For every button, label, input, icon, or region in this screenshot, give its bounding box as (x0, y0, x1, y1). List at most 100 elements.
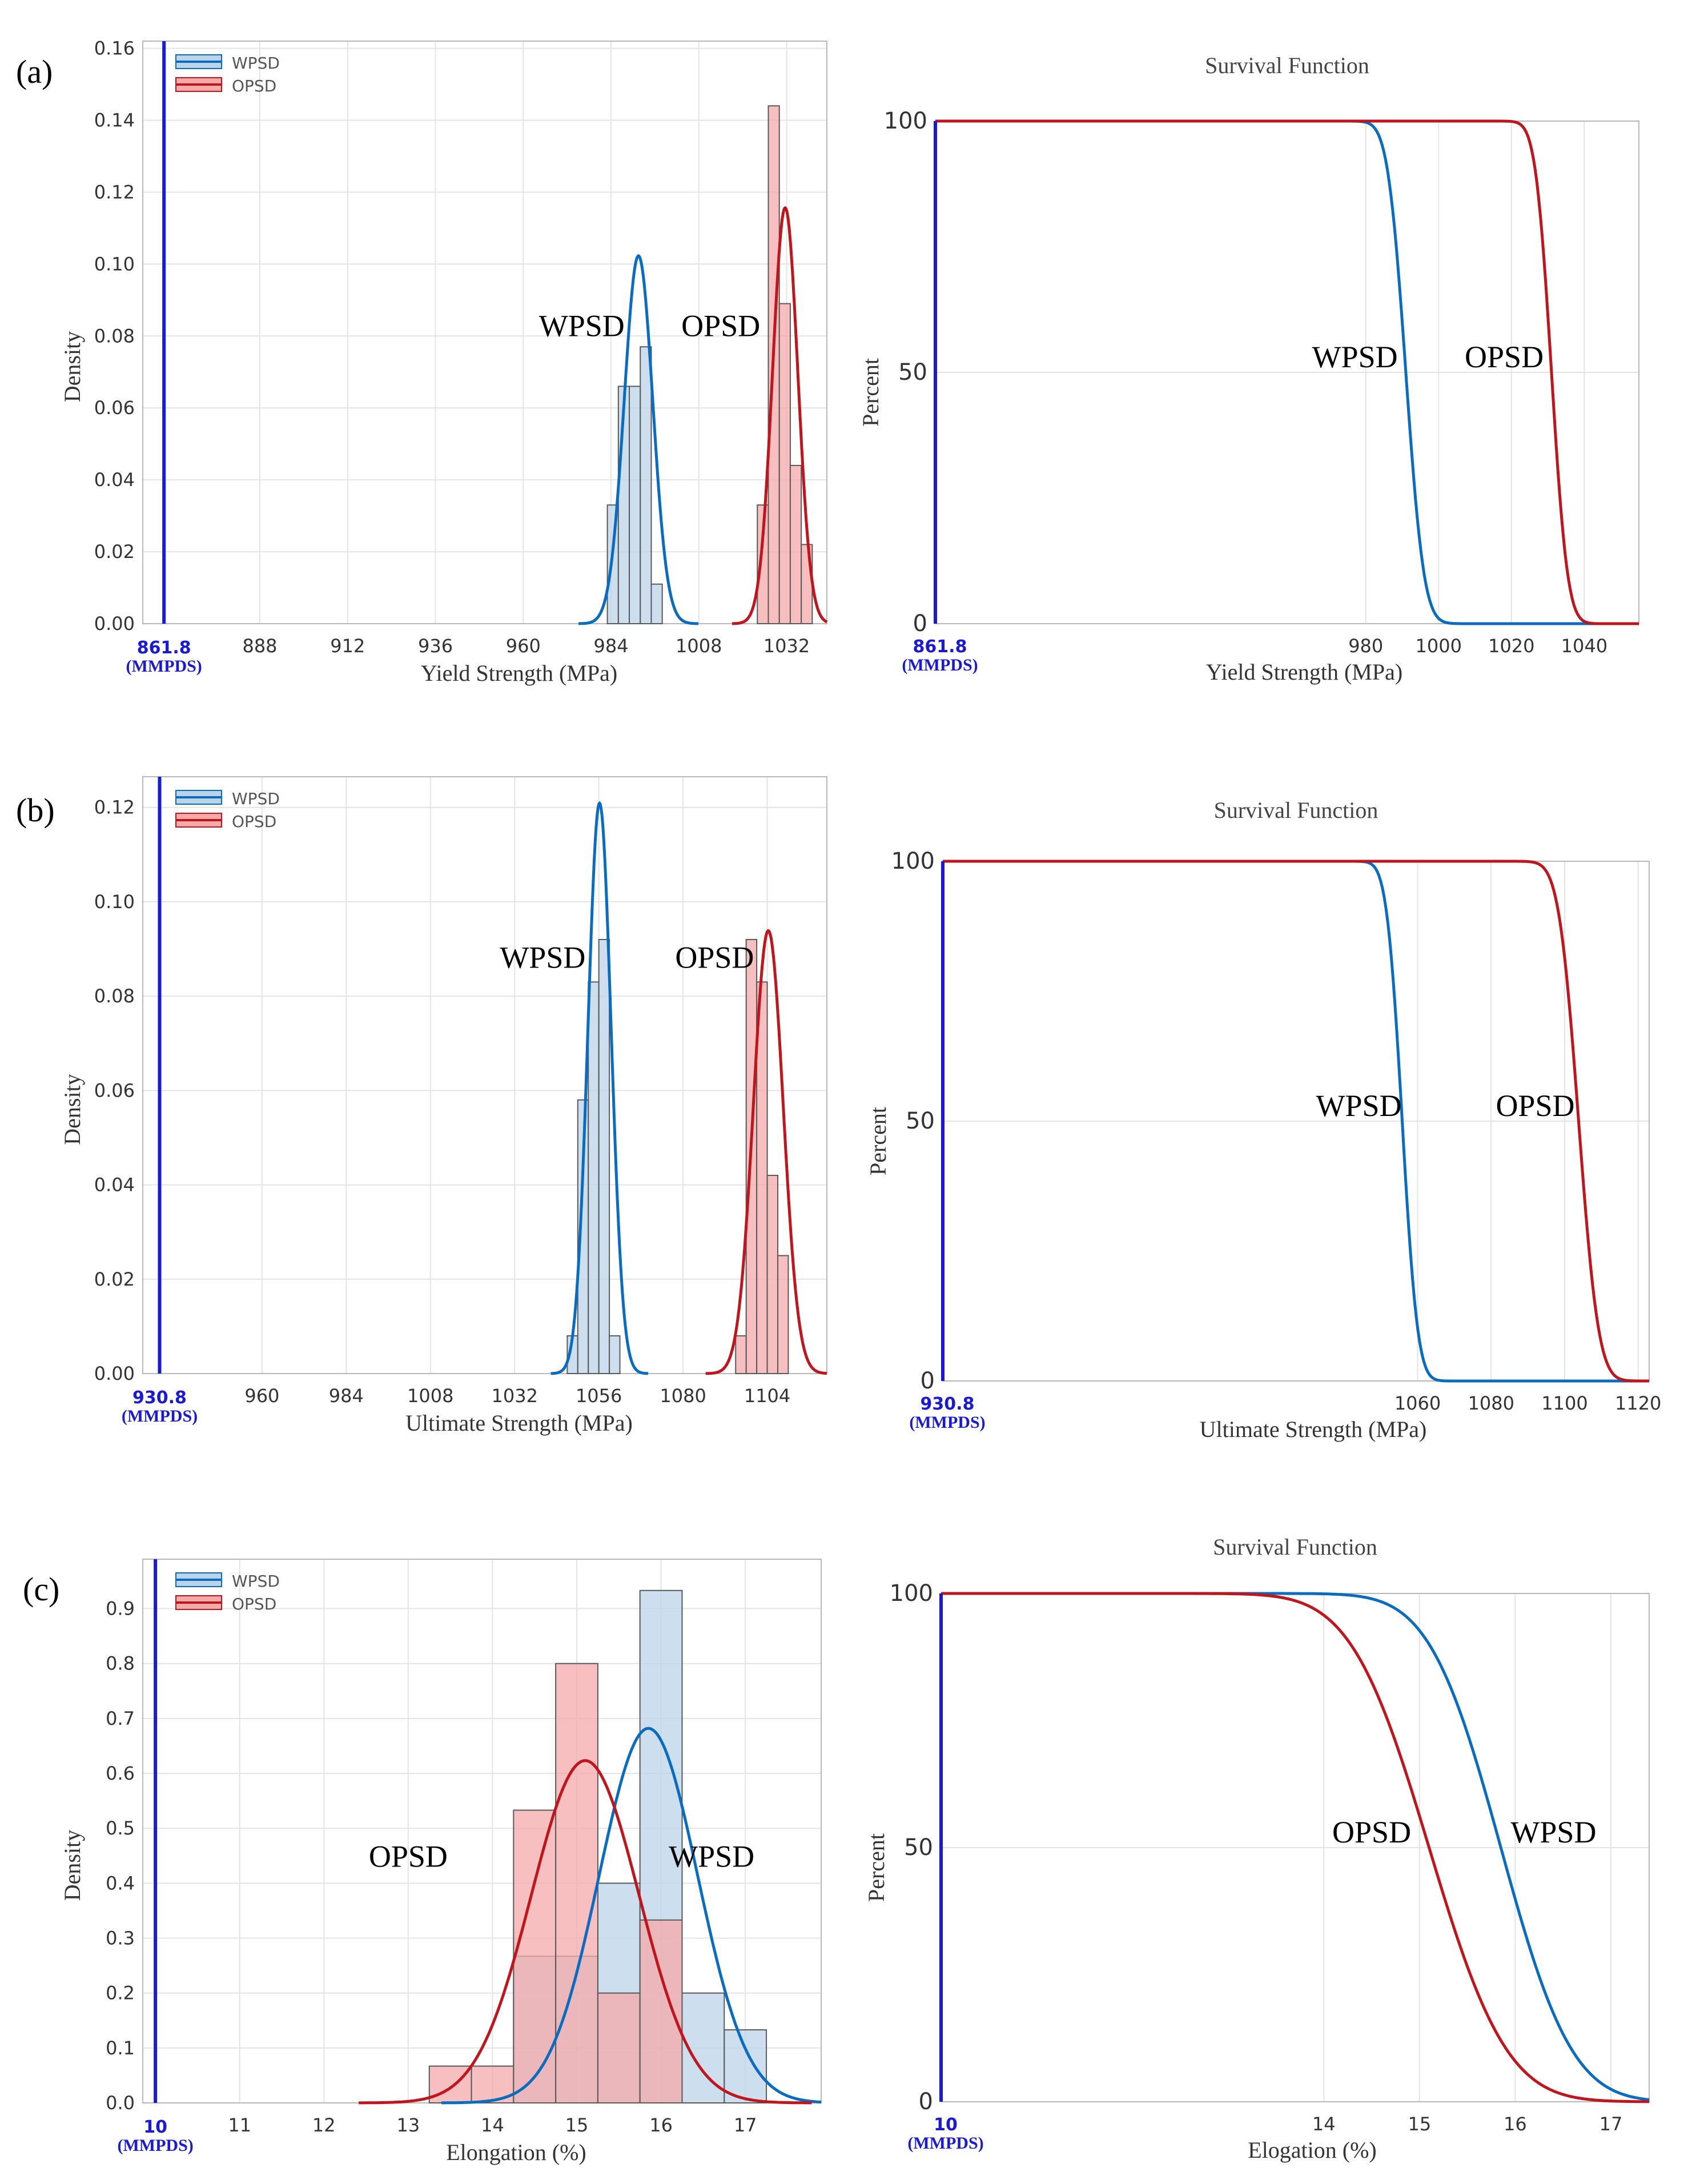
x-tick-label: 1080 (660, 1385, 706, 1407)
y-tick-label: 0.12 (94, 797, 135, 818)
histogram-bar-opsd (513, 1809, 557, 2103)
x-tick-label: 17 (734, 2114, 757, 2136)
density-curve-opsd (732, 206, 828, 625)
mmpds-sub-label: (MMPDS) (117, 2136, 193, 2155)
mmpds-value-label: 930.8 (921, 1394, 975, 1414)
x-tick-label: 1020 (1488, 635, 1534, 657)
y-tick-label: 0.06 (94, 397, 135, 419)
chart-title: Survival Function (1213, 1534, 1377, 1560)
histogram-bar-wpsd (609, 1335, 621, 1375)
y-tick-label: 0.10 (94, 253, 135, 275)
survival-curve-opsd (943, 860, 1649, 1383)
x-tick-label: 15 (565, 2114, 589, 2136)
mmpds-sub-label: (MMPDS) (907, 2134, 983, 2153)
y-tick-label: 0.14 (94, 110, 135, 131)
y-tick-label: 0.04 (94, 1174, 135, 1196)
y-tick-label: 0.8 (106, 1653, 135, 1675)
legend-label-opsd: OPSD (232, 812, 276, 831)
y-tick-label: 0.02 (94, 541, 135, 563)
mmpds-sub-label: (MMPDS) (122, 1407, 198, 1426)
plot-frame (142, 776, 827, 1374)
histogram-bar-wpsd (724, 2029, 767, 2103)
density-curve-opsd (359, 1759, 812, 2105)
x-tick-label: 1008 (676, 635, 722, 657)
x-tick-label: 1040 (1561, 635, 1607, 657)
legend-label-wpsd: WPSD (232, 54, 280, 73)
y-tick-label: 0.04 (94, 469, 135, 491)
histogram-bar-wpsd (629, 386, 641, 624)
x-tick-label: 14 (481, 2114, 504, 2136)
histogram-bar-opsd (639, 1919, 683, 2103)
density-chart: 10(MMPDS) 11 12 13 14 15 16 17 0.0 0.1 0.2 0.3 0.4 0.… (59, 1559, 822, 2165)
x-axis-label: Ultimate Strength (MPa) (1200, 1416, 1427, 1442)
series-annotation: OPSD (681, 308, 760, 343)
y-tick-label: 50 (898, 359, 927, 386)
y-tick-label: 100 (884, 108, 927, 134)
x-tick-label: 1032 (763, 635, 810, 657)
y-axis-label: Density (59, 331, 85, 402)
y-axis-label: Percent (858, 358, 883, 427)
chart-title: Survival Function (1214, 797, 1378, 823)
y-tick-label: 0.08 (94, 985, 135, 1007)
y-axis-label: Density (59, 1074, 85, 1145)
density-curve-wpsd (550, 801, 649, 1375)
y-tick-label: 0 (913, 611, 927, 637)
y-tick-label: 100 (891, 848, 935, 874)
histogram-bar-opsd (597, 1992, 641, 2103)
y-tick-label: 0.7 (106, 1708, 135, 1729)
plot-frame (142, 41, 827, 624)
y-tick-label: 0.00 (94, 613, 135, 635)
y-tick-label: 0.06 (94, 1079, 135, 1101)
density-chart: 930.8(MMPDS) 960 984 1008 1032 1056 1080 1104 0.… (59, 776, 827, 1436)
x-tick-label: 11 (228, 2114, 251, 2136)
series-annotation: OPSD (675, 941, 754, 975)
x-tick-label: 888 (242, 635, 277, 657)
y-tick-label: 0.9 (106, 1598, 135, 1620)
series-annotation: WPSD (500, 941, 585, 975)
x-tick-label: 984 (329, 1385, 364, 1407)
legend-label-opsd: OPSD (232, 77, 276, 95)
mmpds-value-label: 861.8 (137, 638, 191, 658)
histogram-bar-wpsd (598, 939, 610, 1374)
density-curve-wpsd (441, 1727, 822, 2105)
x-tick-label: 1008 (407, 1385, 453, 1407)
histogram-bar-opsd (428, 2065, 472, 2104)
y-tick-label: 0.00 (94, 1363, 135, 1384)
x-tick-label: 1000 (1416, 635, 1462, 657)
y-tick-label: 0.6 (106, 1763, 135, 1784)
y-axis-label: Density (59, 1830, 85, 1901)
panel-letter: (a) (16, 53, 53, 90)
chart-title: Survival Function (1205, 53, 1369, 78)
x-axis-label: Elogation (%) (1248, 2137, 1377, 2163)
y-tick-label: 0.16 (94, 38, 135, 59)
histogram-bar-wpsd (650, 583, 663, 624)
mmpds-sub-label: (MMPDS) (126, 657, 202, 676)
density-curve-wpsd (578, 254, 698, 625)
survival-chart: Survival Function 930.8(MMPDS) 1060 1080 110… (865, 797, 1661, 1442)
mmpds-value-label: 930.8 (132, 1388, 187, 1408)
y-tick-label: 0.4 (106, 1872, 135, 1894)
legend-label-wpsd: WPSD (232, 1572, 280, 1591)
x-tick-label: 17 (1599, 2113, 1623, 2135)
histogram-bar-opsd (735, 1335, 747, 1375)
series-annotation: WPSD (1312, 340, 1398, 374)
y-tick-label: 0 (921, 1368, 935, 1394)
panel-letter: (b) (16, 792, 55, 829)
y-tick-label: 0.08 (94, 325, 135, 347)
series-annotation: WPSD (539, 308, 625, 343)
y-tick-label: 50 (906, 1108, 935, 1134)
density-chart: 861.8(MMPDS) 888 912 936 960 984 1008 1032 0.00 0… (59, 38, 828, 686)
series-annotation: WPSD (1316, 1089, 1402, 1123)
x-tick-label: 1056 (576, 1385, 622, 1407)
x-tick-label: 12 (312, 2114, 336, 2136)
x-tick-label: 960 (506, 635, 541, 657)
y-tick-label: 0.02 (94, 1268, 135, 1290)
y-tick-label: 0.5 (106, 1817, 135, 1839)
survival-curve-opsd (941, 1592, 1650, 2103)
y-tick-label: 0 (919, 2089, 933, 2115)
panel-letter: (c) (23, 1571, 59, 1608)
histogram-bar-opsd (778, 303, 791, 624)
y-tick-label: 0.3 (106, 1928, 135, 1949)
